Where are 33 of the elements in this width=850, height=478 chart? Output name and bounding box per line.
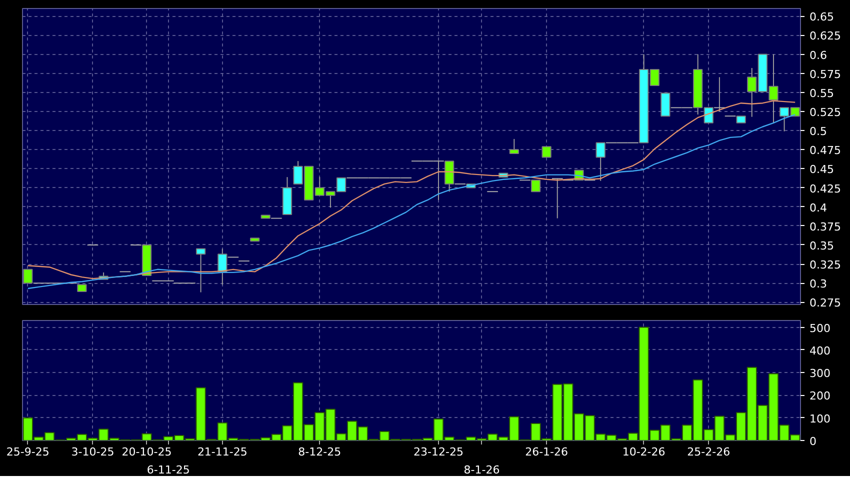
x-tick-label: 26-1-26 <box>525 446 568 458</box>
y-tick-label: 300 <box>810 367 830 380</box>
y-tick-label: 0.425 <box>810 182 841 196</box>
y-tick-label: 0.5 <box>810 125 827 138</box>
y-tick-label: 500 <box>810 322 830 335</box>
x-tick-label: 8-12-25 <box>298 446 342 458</box>
x-tick-label: 10-2-26 <box>622 446 666 458</box>
y-tick-label: 0.65 <box>810 10 834 24</box>
y-tick-label: 0.475 <box>810 144 841 158</box>
y-tick-label: 0.55 <box>810 86 834 100</box>
y-tick-label: 0.45 <box>810 163 834 176</box>
x-tick-label: 25-2-26 <box>687 446 730 458</box>
x-tick-label: 23-12-25 <box>414 446 464 458</box>
y-tick-label: 400 <box>810 344 830 358</box>
y-tick-label: 0.275 <box>810 296 841 310</box>
y-tick-label: 0.3 <box>810 278 827 291</box>
y-tick-label: 100 <box>810 412 830 426</box>
y-tick-label: 0.325 <box>810 258 841 272</box>
y-tick-label: 0.35 <box>810 239 834 252</box>
x-tick-label: 25-9-25 <box>6 446 50 458</box>
y-tick-label: 0.6 <box>810 48 827 62</box>
x-tick-label: 20-10-25 <box>122 446 172 458</box>
x-tick-label: 6-11-25 <box>146 464 190 476</box>
y-tick-label: 0 <box>810 435 816 448</box>
x-tick-label: 21-11-25 <box>197 446 248 458</box>
y-tick-label: 0.525 <box>810 106 841 119</box>
y-tick-label: 0.575 <box>810 68 841 81</box>
x-tick-label: 8-1-26 <box>464 464 500 476</box>
y-tick-label: 200 <box>810 390 830 403</box>
y-tick-label: 0.375 <box>810 220 841 234</box>
x-tick-label: 3-10-25 <box>71 446 114 458</box>
y-tick-label: 0.4 <box>810 201 827 214</box>
y-tick-label: 0.625 <box>810 30 841 43</box>
